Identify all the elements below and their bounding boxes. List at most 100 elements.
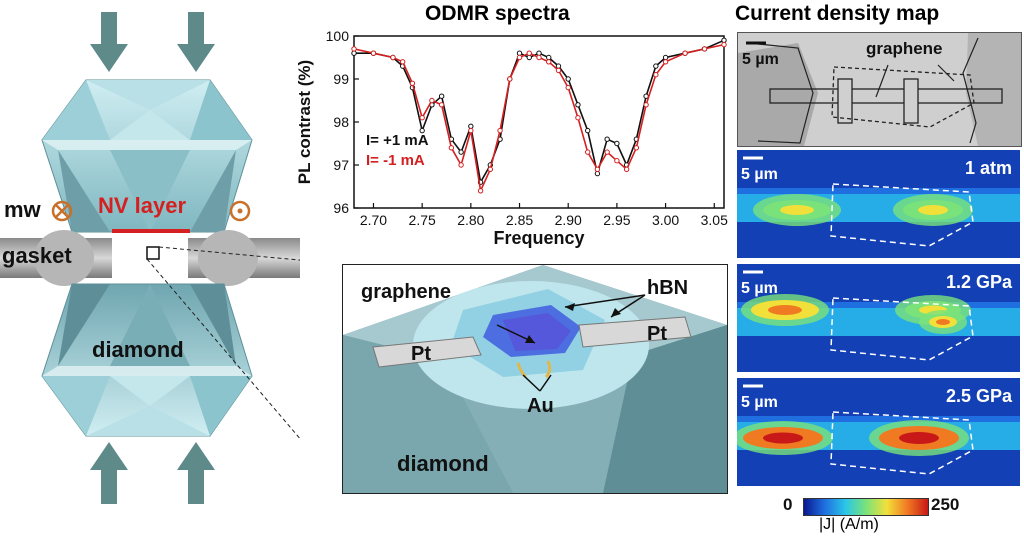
- odmr-series-point-1: [623, 166, 630, 173]
- colorbar-min-label: 0: [783, 495, 793, 514]
- odmr-series-point-0: [526, 54, 532, 61]
- odmr-series-point-1: [487, 166, 494, 173]
- odmr-series-point-0: [662, 54, 669, 61]
- colorbar-strip: [803, 498, 929, 516]
- odmr-series-point-0: [546, 54, 552, 61]
- map3-scale-label: 5 µm: [741, 394, 778, 411]
- odmr-series-point-0: [594, 170, 601, 177]
- dac-schematic-svg: [0, 12, 343, 504]
- diamond-label: diamond: [92, 337, 184, 362]
- top-diamond-anvil: [41, 79, 253, 233]
- gasket-label: gasket: [2, 243, 72, 268]
- odmr-y-tick-label: 96: [333, 200, 349, 216]
- odmr-series-point-1: [526, 50, 532, 56]
- odmr-x-tick-label: 2.70: [360, 212, 387, 228]
- inset-connector-top: [158, 246, 343, 265]
- odmr-series-point-1: [419, 115, 425, 121]
- current-map-1p2gpa-svg: [737, 264, 1020, 372]
- au-contact-right: [544, 360, 552, 379]
- device-diamond-label: diamond: [397, 451, 489, 476]
- odmr-series-point-1: [351, 46, 357, 52]
- mw-into-page-icon: [51, 200, 73, 222]
- odmr-series-point-1: [370, 50, 377, 56]
- odmr-series-point-1: [448, 145, 455, 151]
- odmr-legend-plus: I= +1 mA: [366, 132, 429, 149]
- optical-image: 5 µm graphene: [737, 32, 1022, 147]
- pt-right-electrode: [578, 316, 692, 348]
- odmr-series-point-1: [458, 162, 464, 168]
- odmr-series-point-1: [477, 188, 484, 194]
- odmr-series-point-1: [507, 76, 513, 82]
- inset-marker: [146, 246, 160, 260]
- odmr-x-tick-label: 2.90: [555, 212, 582, 228]
- map1-scale-label: 5 µm: [741, 166, 778, 183]
- odmr-chart: 2.70 2.75 2.80 2.85 2.90 2.95 3.00 3.05 96 97 98 99…: [282, 28, 730, 250]
- odmr-x-tick-label: 2.85: [506, 212, 533, 228]
- odmr-series-point-1: [614, 158, 620, 164]
- odmr-y-tick-label: 100: [326, 28, 350, 44]
- bottom-arrow-left-icon: [90, 442, 128, 504]
- odmr-series-point-1: [516, 54, 523, 61]
- odmr-series-point-0: [516, 50, 523, 56]
- current-map-2p5gpa: 5 µm 2.5 GPa: [733, 378, 1020, 486]
- odmr-series-point-1: [390, 54, 396, 61]
- colorbar-quantity-label: |J| (A/m): [819, 516, 879, 533]
- odmr-series-point-1: [536, 54, 542, 61]
- current-map-2p5gpa-svg: [733, 378, 1020, 486]
- colorbar: 0 250 |J| (A/m): [737, 492, 1020, 538]
- optical-scale-label: 5 µm: [742, 51, 779, 68]
- odmr-series-point-0: [438, 93, 445, 99]
- odmr-x-tick-label: 2.75: [409, 212, 436, 228]
- odmr-series-point-1: [701, 46, 708, 52]
- device-au-label: Au: [527, 395, 554, 417]
- device-graphene-label: graphene: [361, 281, 452, 303]
- odmr-series-point-1: [604, 149, 610, 155]
- device-pt-right-label: Pt: [647, 323, 667, 345]
- mw-out-of-page-icon: [229, 200, 251, 222]
- odmr-series-point-0: [584, 127, 591, 134]
- pt-left-electrode: [372, 336, 482, 368]
- odmr-series-point-1: [653, 72, 659, 78]
- odmr-series-point-0: [614, 140, 620, 147]
- bottom-diamond-anvil: [41, 283, 253, 437]
- device-pt-left-label: Pt: [411, 343, 431, 365]
- odmr-series-point-1: [546, 59, 552, 65]
- odmr-series-point-1: [555, 67, 562, 74]
- odmr-x-tick-label: 2.95: [603, 212, 630, 228]
- current-map-1atm-svg: [737, 150, 1020, 258]
- odmr-series-point-0: [419, 127, 425, 134]
- odmr-y-axis-label: PL contrast (%): [295, 60, 314, 184]
- odmr-series-point-1: [633, 145, 640, 151]
- top-arrow-left-icon: [90, 12, 128, 72]
- inset-connector-bottom: [146, 258, 343, 489]
- odmr-y-tick-label: 97: [333, 157, 349, 173]
- odmr-series-point-0: [468, 123, 474, 130]
- dac-schematic: mw NV layer gasket diamond: [0, 0, 343, 538]
- device-inset-svg: [343, 265, 727, 493]
- odmr-series-point-1: [565, 84, 571, 91]
- odmr-x-tick-label: 3.00: [652, 212, 679, 228]
- odmr-series-point-1: [429, 97, 435, 104]
- odmr-y-tick-label: 98: [333, 114, 349, 130]
- gasket: [0, 230, 300, 286]
- map1-condition-label: 1 atm: [964, 158, 1012, 178]
- odmr-series-point-1: [594, 166, 601, 173]
- odmr-title: ODMR spectra: [425, 2, 570, 25]
- odmr-series-point-0: [536, 50, 542, 56]
- odmr-series-point-1: [721, 41, 727, 48]
- odmr-series-point-1: [643, 102, 649, 108]
- odmr-series-point-0: [721, 37, 727, 44]
- odmr-x-axis-label: Frequency: [493, 228, 584, 248]
- nv-layer-label: NV layer: [98, 193, 187, 218]
- odmr-x-tick-label: 2.80: [457, 212, 484, 228]
- device-inset: graphene hBN Pt Pt Au diamond: [342, 264, 728, 494]
- odmr-series-point-0: [555, 63, 562, 69]
- odmr-chart-svg: 2.70 2.75 2.80 2.85 2.90 2.95 3.00 3.05 96 97 98 99…: [295, 28, 728, 248]
- device-hbn-label: hBN: [647, 277, 689, 299]
- odmr-series-point-1: [497, 127, 503, 134]
- odmr-series-point-1: [399, 59, 406, 65]
- odmr-series-point-0: [653, 63, 659, 69]
- colorbar-max-label: 250: [931, 495, 960, 514]
- odmr-series-point-1: [682, 50, 688, 56]
- odmr-series-point-0: [351, 50, 357, 56]
